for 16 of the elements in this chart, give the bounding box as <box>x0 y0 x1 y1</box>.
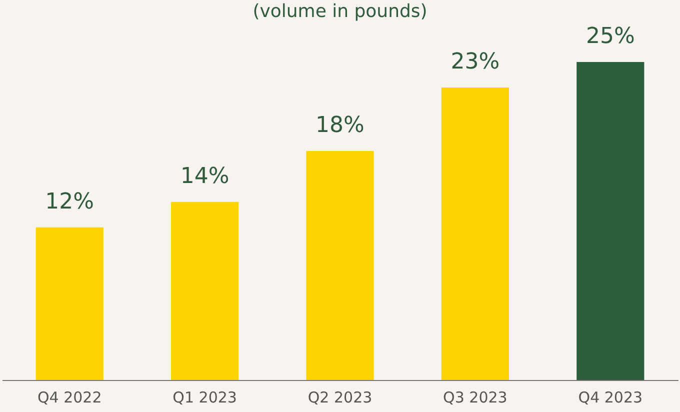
data-label: 12% <box>45 189 94 214</box>
x-tick-label: Q3 2023 <box>443 388 508 406</box>
bar <box>441 87 509 380</box>
bar <box>36 227 104 380</box>
data-label: 18% <box>316 113 364 138</box>
bar <box>306 151 374 380</box>
data-label: 14% <box>180 164 230 189</box>
bar <box>171 202 239 380</box>
chart-subtitle: (volume in pounds) <box>252 1 428 22</box>
x-tick-label: Q1 2023 <box>172 388 237 406</box>
x-tick-label: Q2 2023 <box>308 388 372 406</box>
data-label: 25% <box>586 24 635 49</box>
x-tick-label: Q4 2023 <box>578 388 643 406</box>
data-label: 23% <box>450 49 500 74</box>
bar <box>576 62 644 380</box>
x-tick-label: Q4 2022 <box>37 388 102 406</box>
